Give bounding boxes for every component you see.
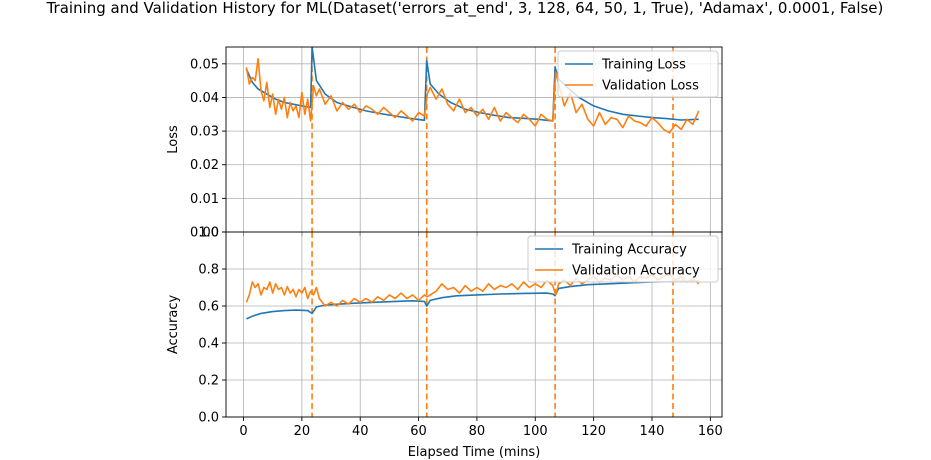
loss-y-axis-label: Loss: [166, 125, 181, 154]
loss-legend-label-training: Training Loss: [601, 58, 686, 73]
loss-panel: 0.00 0.01 0.02 0.03 0.04 0.05 Loss Training Los…: [166, 46, 723, 241]
accuracy-y-tick-label: 0.8: [198, 263, 219, 278]
accuracy-x-tick-label: 120: [581, 424, 606, 439]
loss-y-tick-label: 0.02: [190, 158, 219, 173]
accuracy-y-tick-label: 0.2: [198, 374, 219, 389]
accuracy-y-tick-label: 0.0: [198, 411, 219, 426]
accuracy-x-tick-label: 20: [294, 424, 311, 439]
accuracy-y-axis-label: Accuracy: [166, 295, 181, 355]
accuracy-axes-frame: [225, 231, 723, 418]
chart-title: Training and Validation History for ML(D…: [46, 0, 884, 18]
loss-y-tick-label: 0.01: [190, 192, 219, 207]
accuracy-x-axis-label: Elapsed Time (mins): [408, 445, 541, 460]
accuracy-x-tick-label: 140: [640, 424, 665, 439]
accuracy-x-tick-label: 100: [523, 424, 548, 439]
accuracy-x-tick-label: 40: [352, 424, 369, 439]
loss-y-tick-label: 0.05: [190, 57, 219, 72]
loss-legend-label-validation: Validation Loss: [602, 79, 699, 94]
loss-y-tick-label: 0.00: [190, 226, 219, 241]
accuracy-legend-label-validation: Validation Accuracy: [572, 264, 700, 279]
loss-y-tick-label: 0.04: [190, 91, 219, 106]
accuracy-x-tick-label: 60: [410, 424, 427, 439]
accuracy-panel: 0.0 0.2 0.4 0.6 0.8 1.0 0 20 40 60 80 100 120 140 160 A…: [166, 226, 723, 460]
accuracy-y-tick-label: 1.0: [198, 226, 219, 241]
accuracy-y-tick-label: 0.4: [198, 337, 219, 352]
accuracy-y-tick-label: 0.6: [198, 300, 219, 315]
loss-y-tick-label: 0.03: [190, 125, 219, 140]
accuracy-x-tick-label: 0: [239, 424, 247, 439]
accuracy-x-tick-label: 160: [698, 424, 723, 439]
accuracy-series-training-line: [246, 280, 699, 320]
accuracy-legend-label-training: Training Accuracy: [571, 243, 687, 258]
accuracy-x-tick-label: 80: [469, 424, 486, 439]
loss-legend-box: [557, 50, 719, 98]
accuracy-legend: Training Accuracy Validation Accuracy: [527, 235, 719, 283]
accuracy-legend-box: [527, 235, 719, 283]
loss-series-validation-line: [245, 57, 700, 134]
loss-legend: Training Loss Validation Loss: [557, 50, 719, 98]
loss-plot-area: [245, 47, 700, 232]
